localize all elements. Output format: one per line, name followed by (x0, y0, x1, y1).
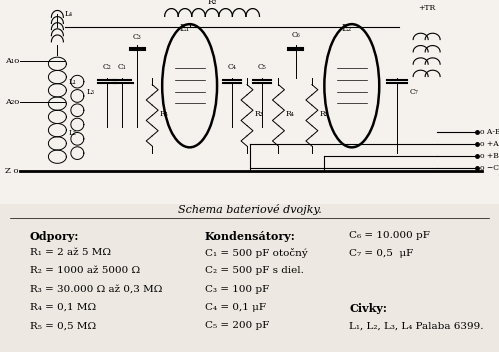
Text: R₄: R₄ (286, 110, 295, 118)
Text: C₆: C₆ (291, 31, 300, 39)
Text: A₂o: A₂o (5, 98, 19, 106)
Text: o +B: o +B (480, 152, 499, 160)
Text: Schema bateriové dvojky.: Schema bateriové dvojky. (178, 204, 321, 215)
Text: L₁, L₂, L₃, L₄ Palaba 6399.: L₁, L₂, L₃, L₄ Palaba 6399. (349, 321, 484, 331)
Text: E₂: E₂ (342, 24, 352, 33)
Text: L₃: L₃ (86, 88, 94, 96)
Text: R₁ = 2 až 5 MΩ: R₁ = 2 až 5 MΩ (30, 248, 111, 257)
Text: Z o: Z o (5, 168, 18, 176)
Text: R₃ = 30.000 Ω až 0,3 MΩ: R₃ = 30.000 Ω až 0,3 MΩ (30, 285, 162, 294)
Text: o −C: o −C (480, 164, 499, 172)
Text: C₇: C₇ (409, 88, 418, 96)
Text: C₃ = 100 pF: C₃ = 100 pF (205, 285, 269, 294)
Text: C₃: C₃ (133, 33, 142, 41)
Text: C₂ = 500 pF s diel.: C₂ = 500 pF s diel. (205, 266, 303, 276)
Text: L₁: L₁ (69, 78, 77, 86)
Text: R₄: R₄ (160, 110, 169, 118)
Text: o +A: o +A (480, 140, 499, 148)
Text: C₂: C₂ (103, 63, 112, 71)
Text: L₂: L₂ (69, 129, 77, 137)
Text: C₄: C₄ (228, 63, 237, 71)
Text: C₅: C₅ (257, 63, 266, 71)
Text: E₁: E₁ (180, 24, 190, 33)
Text: R₅ = 0,5 MΩ: R₅ = 0,5 MΩ (30, 321, 96, 331)
Text: C₅ = 200 pF: C₅ = 200 pF (205, 321, 269, 331)
Text: R₄ = 0,1 MΩ: R₄ = 0,1 MΩ (30, 303, 96, 312)
Text: C₄ = 0,1 μF: C₄ = 0,1 μF (205, 303, 265, 312)
Text: C₇ = 0,5  μF: C₇ = 0,5 μF (349, 249, 414, 258)
Text: +TR: +TR (418, 4, 435, 12)
Text: C₆ = 10.000 pF: C₆ = 10.000 pF (349, 231, 430, 240)
Text: C₁ = 500 pF otočný: C₁ = 500 pF otočný (205, 248, 307, 258)
Text: Kondensátory:: Kondensátory: (205, 231, 295, 241)
Text: R₅: R₅ (319, 110, 328, 118)
Text: Odpory:: Odpory: (30, 231, 79, 241)
Text: o A-B-C: o A-B-C (480, 128, 499, 136)
Text: C₁: C₁ (118, 63, 127, 71)
Text: A₁o: A₁o (5, 57, 19, 65)
FancyBboxPatch shape (0, 0, 499, 204)
Text: R₃: R₃ (254, 110, 263, 118)
Text: R₂ = 1000 až 5000 Ω: R₂ = 1000 až 5000 Ω (30, 266, 140, 276)
Text: Civky:: Civky: (349, 303, 387, 314)
Text: L₄: L₄ (65, 10, 73, 18)
Text: R₂: R₂ (207, 0, 217, 6)
